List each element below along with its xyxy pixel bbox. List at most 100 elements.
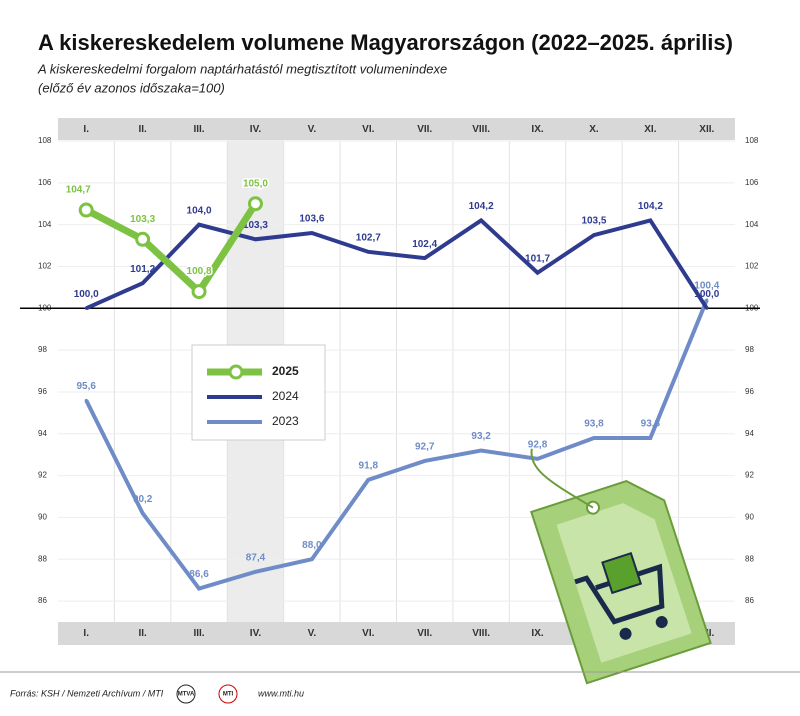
x-tick-label: V. — [308, 124, 317, 135]
value-label: 100,0 — [74, 289, 99, 300]
value-label: 102,4 — [412, 239, 437, 250]
point — [78, 202, 94, 218]
wheel — [655, 616, 668, 629]
value-label: 105,0 — [243, 178, 268, 189]
x-tick-label: VII. — [417, 124, 432, 135]
y-tick-label: 102 — [38, 262, 52, 271]
x-tick-label-bottom: I. — [83, 628, 89, 639]
series-line — [84, 299, 709, 591]
value-label: 92,7 — [415, 442, 435, 453]
gift — [601, 551, 643, 595]
y-tick-label: 96 — [38, 387, 47, 396]
value-label: 100,8 — [187, 266, 212, 277]
month-band — [58, 622, 735, 645]
point — [366, 250, 370, 254]
value-label: 104,7 — [66, 185, 91, 196]
y-tick-label: 86 — [38, 596, 47, 605]
point — [141, 281, 145, 285]
y2-tick-label: 96 — [745, 387, 754, 396]
point — [423, 459, 427, 463]
tag-illustration — [530, 448, 712, 685]
point — [191, 284, 207, 300]
cart — [574, 563, 665, 625]
point — [479, 449, 483, 453]
website: www.mti.hu — [258, 688, 304, 698]
x-tick-label: II. — [138, 124, 147, 135]
series-line — [84, 201, 259, 297]
chart-title: A kiskereskedelem volumene Magyarországo… — [38, 30, 733, 55]
point — [310, 231, 314, 235]
source: Forrás: KSH / Nemzeti Archívum / MTI — [10, 688, 164, 698]
chart-subtitle-2: (előző év azonos időszaka=100) — [38, 80, 225, 95]
x-tick-label: VIII. — [472, 124, 490, 135]
y-tick-label: 108 — [38, 136, 52, 145]
y2-tick-label: 108 — [745, 136, 759, 145]
point — [141, 511, 145, 515]
point — [648, 436, 652, 440]
legend: 2025 2024 2023 — [191, 344, 326, 441]
x-tick-label: IX. — [531, 124, 543, 135]
y2-tick-label: 86 — [745, 596, 754, 605]
y-tick-label: 98 — [38, 345, 47, 354]
legend-box — [191, 344, 326, 441]
x-tick-label: III. — [193, 124, 204, 135]
value-label: 101,2 — [130, 264, 155, 275]
value-label: 86,6 — [189, 569, 209, 580]
value-label: 88,0 — [302, 540, 322, 551]
wheel — [619, 627, 632, 640]
point — [197, 587, 201, 591]
value-label: 104,2 — [638, 201, 663, 212]
y-tick-label: 106 — [38, 178, 52, 187]
point — [197, 223, 201, 227]
legend-marker — [228, 364, 244, 380]
x-tick-label: IV. — [250, 124, 262, 135]
value-label: 104,0 — [187, 205, 212, 216]
value-label: 93,8 — [641, 419, 661, 430]
value-label: 102,7 — [356, 232, 381, 243]
point — [423, 256, 427, 260]
point — [648, 218, 652, 222]
value-label: 103,5 — [581, 216, 606, 227]
logo-ring — [176, 684, 196, 704]
chart-subtitle: A kiskereskedelmi forgalom naptárhatástó… — [37, 61, 447, 76]
y2-tick-label: 104 — [745, 220, 759, 229]
point — [135, 231, 151, 247]
value-label: 90,2 — [133, 494, 153, 505]
x-tick-label: XII. — [699, 124, 714, 135]
value-label: 100,4 — [694, 281, 719, 292]
logo-mtva: MTVA — [178, 692, 195, 698]
y2-tick-label: 98 — [745, 345, 754, 354]
y-tick-label: 94 — [38, 429, 47, 438]
point — [705, 306, 709, 310]
value-label: 103,3 — [130, 214, 155, 225]
value-label: 101,7 — [525, 253, 550, 264]
x-tick-label-bottom: IV. — [250, 628, 262, 639]
point — [705, 298, 709, 302]
point — [84, 306, 88, 310]
value-label: 93,2 — [471, 431, 491, 442]
point — [536, 457, 540, 461]
logo-mti: MTI — [223, 692, 234, 698]
y-tick-label: 90 — [38, 513, 47, 522]
series-line — [85, 217, 709, 311]
y-tick-label: 104 — [38, 220, 52, 229]
x-tick-label-bottom: II. — [138, 628, 147, 639]
x-tick-label: XI. — [644, 124, 656, 135]
value-label: 95,6 — [76, 381, 96, 392]
logo-ring — [218, 684, 238, 704]
value-label: 93,8 — [584, 419, 604, 430]
x-tick-label-bottom: VII. — [417, 628, 432, 639]
tag-hole — [586, 500, 601, 515]
legend-label: 2023 — [272, 414, 299, 428]
point — [310, 557, 314, 561]
legend-label: 2025 — [272, 364, 299, 378]
x-tick-label-bottom: V. — [308, 628, 317, 639]
point — [592, 436, 596, 440]
point — [592, 233, 596, 237]
y2-tick-label: 94 — [745, 429, 754, 438]
point — [84, 398, 88, 402]
value-label: 87,4 — [246, 552, 266, 563]
marks: 95,6 90,2 86,6 87,4 88,0 91,8 92,7 93,2 92,8 93,8… — [64, 177, 720, 591]
value-label: 92,8 — [528, 440, 548, 451]
